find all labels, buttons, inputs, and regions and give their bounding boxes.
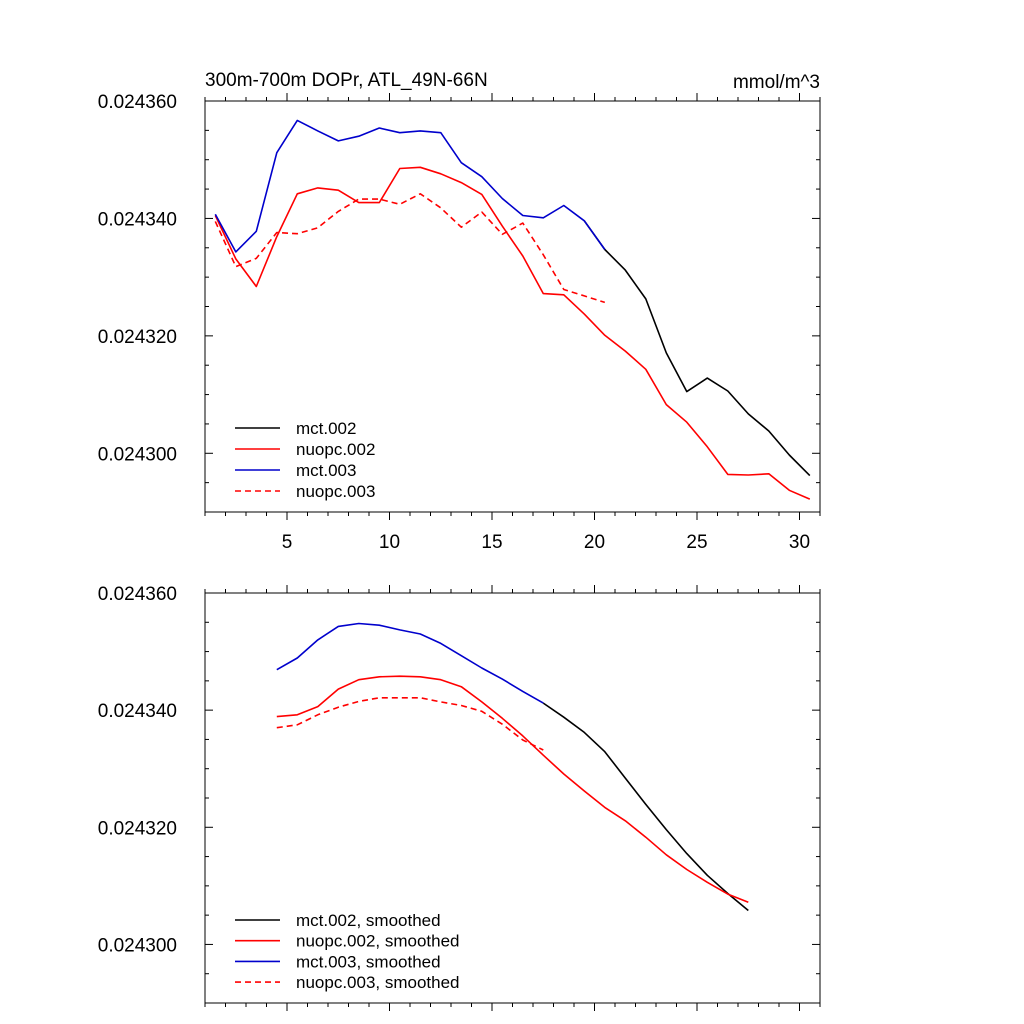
legend-label: nuopc.003, smoothed (296, 973, 460, 992)
legend-label: nuopc.003 (296, 482, 375, 501)
series-line-nuopc-003-smoothed (276, 696, 544, 751)
y-tick-label: 0.024320 (98, 327, 177, 348)
y-tick-label: 0.024300 (98, 444, 177, 465)
legend-label: mct.002, smoothed (296, 911, 441, 930)
x-tick-label: 20 (584, 532, 605, 553)
legend-label: nuopc.002, smoothed (296, 932, 460, 951)
units-label: mmol/m^3 (733, 72, 820, 93)
x-tick-label: 5 (282, 532, 293, 553)
series-line-mct-002-smoothed (542, 702, 749, 912)
series-line-mct-002 (583, 220, 811, 477)
x-tick-label: 25 (686, 532, 707, 553)
y-tick-label: 0.024360 (98, 92, 177, 113)
series-line-nuopc-002-smoothed (276, 675, 749, 904)
x-tick-label: 30 (789, 532, 810, 553)
y-tick-label: 0.024340 (98, 209, 177, 230)
series-line-nuopc-002 (214, 166, 811, 500)
series-line-mct-003 (214, 119, 606, 253)
chart-title: 300m-700m DOPr, ATL_49N-66N (205, 70, 488, 91)
top-panel: 300m-700m DOPr, ATL_49N-66N mmol/m^3 5 10… (98, 70, 821, 553)
y-tick-label: 0.024300 (98, 935, 177, 956)
y-tick-label: 0.024320 (98, 818, 177, 839)
legend-label: mct.002 (296, 419, 356, 438)
legend-label: mct.003, smoothed (296, 952, 441, 971)
legend-label: mct.003 (296, 461, 356, 480)
y-tick-label: 0.024360 (98, 584, 177, 605)
x-tick-label: 15 (481, 532, 502, 553)
series-line-nuopc-003 (214, 193, 606, 304)
bottom-panel: 0.024300 0.024320 0.024340 0.024360 mct.002,… (98, 584, 821, 1011)
x-tick-label: 10 (379, 532, 400, 553)
series-line-mct-003-smoothed (276, 622, 544, 704)
legend-label: nuopc.002 (296, 440, 375, 459)
y-tick-label: 0.024340 (98, 701, 177, 722)
